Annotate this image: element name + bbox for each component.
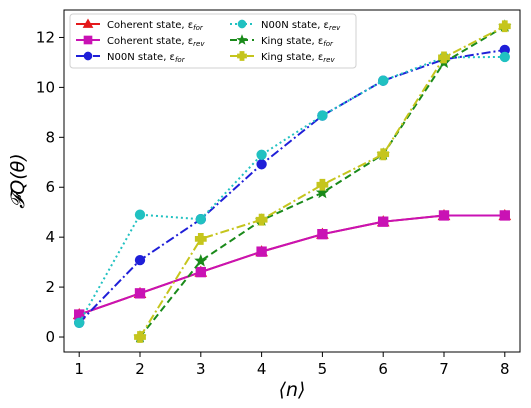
y-tick-label: 2 — [45, 278, 55, 296]
legend-item-4: N00N state, εrev — [230, 19, 341, 32]
y-axis-ticks: 0 2 4 6 8 10 12 — [36, 28, 64, 346]
series-layer — [72, 19, 512, 343]
legend-label-subscript: for — [323, 40, 334, 48]
y-tick-label: 6 — [45, 178, 55, 196]
series-6-point — [194, 233, 207, 245]
legend-marker — [83, 35, 93, 45]
series-4-point — [134, 209, 146, 220]
legend-label: N00N state, εfor — [107, 52, 186, 64]
plot-frame — [63, 9, 521, 353]
series-3-point — [256, 159, 267, 170]
series-3-point — [134, 254, 146, 266]
x-tick-label: 4 — [257, 360, 267, 378]
series-2-point — [317, 228, 328, 240]
x-tick-label: 6 — [378, 360, 388, 378]
legend-label-subscript: rev — [323, 56, 335, 64]
series-6-point — [255, 213, 268, 226]
series-4 — [74, 51, 510, 328]
legend-marker — [82, 18, 94, 28]
legend-label: Coherent state, εrev — [107, 36, 205, 48]
y-axis-label: 𝓕Q(θ) — [7, 153, 29, 208]
legend-label: Coherent state, εfor — [107, 20, 204, 32]
legend-item-6: King state, εrev — [230, 51, 335, 64]
series-6-point — [316, 178, 329, 191]
series-2-point — [195, 266, 206, 278]
legend-label: King state, εfor — [261, 36, 334, 48]
legend-item-5: King state, εfor — [230, 34, 334, 48]
y-tick-label: 0 — [45, 328, 55, 346]
legend-label-subscript: rev — [193, 40, 205, 48]
series-4-point — [195, 214, 206, 225]
series-5-point — [194, 253, 208, 267]
series-line-2 — [78, 214, 505, 316]
series-4-point — [317, 110, 328, 121]
legend-marker — [237, 51, 247, 61]
legend-label-subscript: for — [175, 56, 186, 64]
y-tick-label: 8 — [45, 128, 55, 146]
legend: Coherent state, εfor N00N state, εrev Cohe… — [69, 13, 357, 69]
x-axis-label: ⟨n⟩ — [279, 379, 306, 401]
series-4-point — [256, 149, 267, 160]
series-4-point — [378, 75, 389, 86]
x-tick-label: 5 — [318, 360, 328, 378]
series-2-point — [134, 288, 146, 299]
legend-box — [69, 13, 357, 69]
x-tick-label: 1 — [74, 360, 84, 378]
legend-marker — [237, 19, 247, 29]
series-line-3 — [78, 48, 505, 324]
legend-label-subscript: rev — [329, 24, 341, 32]
x-tick-label: 7 — [439, 360, 449, 378]
series-2-point — [438, 210, 450, 221]
series-2-point — [378, 216, 389, 227]
series-6-point — [134, 331, 146, 343]
legend-item-1: Coherent state, εfor — [76, 18, 204, 32]
x-tick-label: 8 — [500, 360, 510, 378]
x-tick-label: 3 — [196, 360, 206, 378]
series-4-point — [74, 317, 85, 328]
series-6 — [134, 20, 511, 343]
legend-marker — [236, 34, 248, 45]
series-6-point — [377, 148, 390, 161]
series-4-point — [499, 51, 510, 63]
series-5-point — [315, 185, 329, 199]
series-2 — [74, 210, 510, 320]
series-6-point — [498, 20, 511, 33]
series-6-point — [438, 51, 450, 64]
x-tick-label: 2 — [135, 360, 145, 378]
series-2-point — [499, 210, 510, 221]
legend-item-2: Coherent state, εrev — [76, 35, 205, 48]
series-2-point — [256, 246, 267, 257]
y-tick-label: 10 — [36, 78, 55, 96]
legend-item-3: N00N state, εfor — [76, 51, 186, 64]
series-line-4 — [78, 55, 505, 324]
legend-label: King state, εrev — [261, 52, 335, 64]
y-tick-label: 12 — [36, 28, 55, 46]
legend-label-subscript: for — [193, 24, 204, 32]
y-tick-label: 4 — [45, 228, 55, 246]
x-axis-ticks: 1 2 3 4 5 6 7 8 — [74, 352, 510, 378]
legend-label: N00N state, εrev — [261, 20, 341, 32]
legend-marker — [83, 51, 93, 61]
